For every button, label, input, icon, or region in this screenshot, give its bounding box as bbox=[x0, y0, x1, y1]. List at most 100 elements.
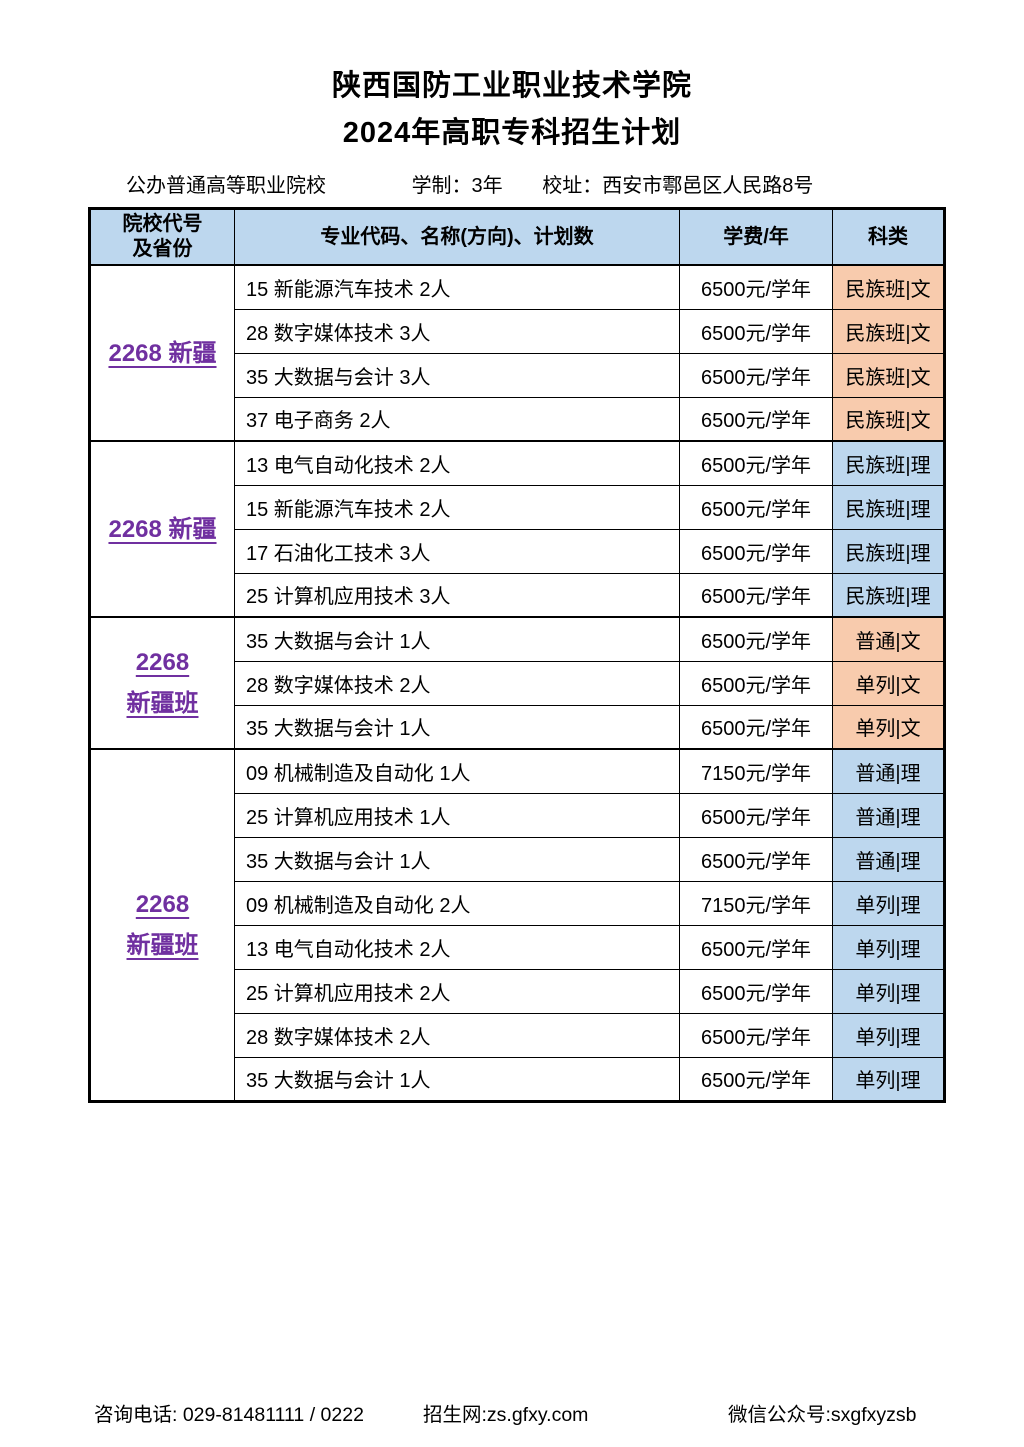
column-header-college-code-line1: 院校代号 bbox=[122, 213, 203, 235]
column-header-fee: 学费/年 bbox=[679, 208, 833, 266]
program-cell: 09 机械制造及自动化 1人 bbox=[234, 748, 680, 794]
fee-cell: 6500元/学年 bbox=[679, 484, 833, 530]
fee-cell: 7150元/学年 bbox=[679, 880, 833, 926]
program-cell: 35 大数据与会计 1人 bbox=[234, 616, 680, 662]
category-cell: 单列|理 bbox=[832, 880, 945, 926]
table-row: 17 石油化工技术 3人 6500元/学年 民族班|理 bbox=[90, 528, 945, 574]
category-cell: 单列|文 bbox=[832, 660, 945, 706]
program-cell: 15 新能源汽车技术 2人 bbox=[234, 484, 680, 530]
group-label-line: 新疆班 bbox=[126, 931, 199, 959]
fee-cell: 6500元/学年 bbox=[679, 1056, 833, 1102]
group-label-line: 新疆班 bbox=[126, 690, 199, 717]
program-cell: 13 电气自动化技术 2人 bbox=[234, 440, 680, 486]
group-label-line: 2268 新疆 bbox=[108, 339, 217, 367]
category-cell: 民族班|理 bbox=[832, 528, 945, 574]
fee-cell: 6500元/学年 bbox=[679, 616, 833, 662]
program-cell: 28 数字媒体技术 2人 bbox=[234, 1012, 680, 1058]
program-cell: 25 计算机应用技术 2人 bbox=[234, 968, 680, 1014]
program-cell: 13 电气自动化技术 2人 bbox=[234, 924, 680, 970]
program-cell: 09 机械制造及自动化 2人 bbox=[234, 880, 680, 926]
program-cell: 17 石油化工技术 3人 bbox=[234, 528, 680, 574]
fee-cell: 6500元/学年 bbox=[679, 440, 833, 486]
footer-wechat: 微信公众号:sxgfxyzsb bbox=[728, 1404, 917, 1426]
category-cell: 民族班|文 bbox=[832, 396, 945, 442]
category-cell: 民族班|文 bbox=[832, 352, 945, 398]
table-row: 15 新能源汽车技术 2人 6500元/学年 民族班|理 bbox=[90, 484, 945, 530]
category-cell: 单列|理 bbox=[832, 1056, 945, 1102]
program-cell: 35 大数据与会计 1人 bbox=[234, 1056, 680, 1102]
program-cell: 35 大数据与会计 1人 bbox=[234, 836, 680, 882]
fee-cell: 6500元/学年 bbox=[679, 704, 833, 750]
table-row: 13 电气自动化技术 2人 6500元/学年 单列|理 bbox=[90, 924, 945, 970]
program-cell: 35 大数据与会计 3人 bbox=[234, 352, 680, 398]
group-label-cell: 2268 新疆 bbox=[89, 264, 235, 442]
school-info-line: 公办普通高等职业院校 学制：3年 校址：西安市鄠邑区人民路8号 bbox=[126, 169, 813, 198]
category-cell: 普通|理 bbox=[832, 836, 945, 882]
program-cell: 25 计算机应用技术 3人 bbox=[234, 572, 680, 618]
table-row: 25 计算机应用技术 3人 6500元/学年 民族班|理 bbox=[90, 572, 945, 618]
info-duration: 学制：3年 bbox=[411, 175, 503, 197]
program-cell: 37 电子商务 2人 bbox=[234, 396, 680, 442]
table-row: 28 数字媒体技术 3人 6500元/学年 民族班|文 bbox=[90, 308, 945, 354]
fee-cell: 6500元/学年 bbox=[679, 396, 833, 442]
program-cell: 15 新能源汽车技术 2人 bbox=[234, 264, 680, 310]
fee-cell: 6500元/学年 bbox=[679, 572, 833, 618]
category-cell: 单列|理 bbox=[832, 1012, 945, 1058]
group-label-cell: 2268 新疆班 bbox=[89, 748, 235, 1102]
program-cell: 28 数字媒体技术 3人 bbox=[234, 308, 680, 354]
program-cell: 35 大数据与会计 1人 bbox=[234, 704, 680, 750]
category-cell: 单列|理 bbox=[832, 968, 945, 1014]
table-row: 09 机械制造及自动化 2人 7150元/学年 单列|理 bbox=[90, 880, 945, 926]
category-cell: 普通|理 bbox=[832, 748, 945, 794]
fee-cell: 6500元/学年 bbox=[679, 968, 833, 1014]
category-cell: 民族班|理 bbox=[832, 484, 945, 530]
category-cell: 民族班|文 bbox=[832, 308, 945, 354]
info-school-type: 公办普通高等职业院校 bbox=[126, 175, 326, 197]
group-label-line: 2268 新疆 bbox=[108, 515, 217, 543]
page-title: 陕西国防工业职业技术学院 bbox=[331, 70, 692, 102]
table-row: 28 数字媒体技术 2人 6500元/学年 单列|文 bbox=[90, 660, 945, 706]
group-label-line: 2268 bbox=[135, 890, 190, 918]
page-footer: 咨询电话: 029-81481111 / 0222 招生网:zs.gfxy.co… bbox=[0, 1398, 1024, 1428]
table-row: 25 计算机应用技术 2人 6500元/学年 单列|理 bbox=[90, 968, 945, 1014]
fee-cell: 6500元/学年 bbox=[679, 264, 833, 310]
group-label-cell: 2268 新疆 bbox=[89, 440, 235, 618]
category-cell: 单列|理 bbox=[832, 924, 945, 970]
footer-website: 招生网:zs.gfxy.com bbox=[423, 1404, 589, 1426]
fee-cell: 6500元/学年 bbox=[679, 308, 833, 354]
group-label-line: 2268 bbox=[135, 649, 190, 676]
fee-cell: 6500元/学年 bbox=[679, 1012, 833, 1058]
fee-cell: 6500元/学年 bbox=[679, 792, 833, 838]
admission-table-body: 2268 新疆 15 新能源汽车技术 2人 6500元/学年 民族班|文 28 数字媒体… bbox=[89, 264, 945, 1102]
column-header-college-code-line2: 及省份 bbox=[132, 238, 193, 260]
fee-cell: 6500元/学年 bbox=[679, 836, 833, 882]
column-header-program: 专业代码、名称(方向)、计划数 bbox=[234, 208, 680, 266]
category-cell: 单列|文 bbox=[832, 704, 945, 750]
table-row: 2268 新疆 13 电气自动化技术 2人 6500元/学年 民族班|理 bbox=[89, 440, 945, 618]
fee-cell: 6500元/学年 bbox=[679, 352, 833, 398]
table-row: 2268 新疆班 35 大数据与会计 1人 6500元/学年 普通|文 bbox=[89, 616, 945, 750]
fee-cell: 6500元/学年 bbox=[679, 924, 833, 970]
category-cell: 民族班|理 bbox=[832, 572, 945, 618]
category-cell: 民族班|文 bbox=[832, 264, 945, 310]
table-row: 25 计算机应用技术 1人 6500元/学年 普通|理 bbox=[90, 792, 945, 838]
fee-cell: 7150元/学年 bbox=[679, 748, 833, 794]
table-row: 35 大数据与会计 1人 6500元/学年 单列|理 bbox=[90, 1056, 945, 1102]
info-address: 校址：西安市鄠邑区人民路8号 bbox=[542, 175, 814, 197]
column-header-college-code: 院校代号 及省份 bbox=[89, 208, 235, 266]
column-header-category: 科类 bbox=[832, 208, 945, 266]
program-cell: 28 数字媒体技术 2人 bbox=[234, 660, 680, 706]
program-cell: 25 计算机应用技术 1人 bbox=[234, 792, 680, 838]
admission-plan-table: 院校代号 及省份 专业代码、名称(方向)、计划数 学费/年 科类 2268 新疆… bbox=[88, 207, 946, 1103]
fee-cell: 6500元/学年 bbox=[679, 528, 833, 574]
category-cell: 民族班|理 bbox=[832, 440, 945, 486]
group-label-cell: 2268 新疆班 bbox=[89, 616, 235, 750]
category-cell: 普通|理 bbox=[832, 792, 945, 838]
table-row: 2268 新疆 15 新能源汽车技术 2人 6500元/学年 民族班|文 bbox=[89, 264, 945, 442]
category-cell: 普通|文 bbox=[832, 616, 945, 662]
footer-phone: 咨询电话: 029-81481111 / 0222 bbox=[94, 1404, 364, 1426]
fee-cell: 6500元/学年 bbox=[679, 660, 833, 706]
table-row: 37 电子商务 2人 6500元/学年 民族班|文 bbox=[90, 396, 945, 442]
table-header-row: 院校代号 及省份 专业代码、名称(方向)、计划数 学费/年 科类 bbox=[89, 208, 945, 266]
